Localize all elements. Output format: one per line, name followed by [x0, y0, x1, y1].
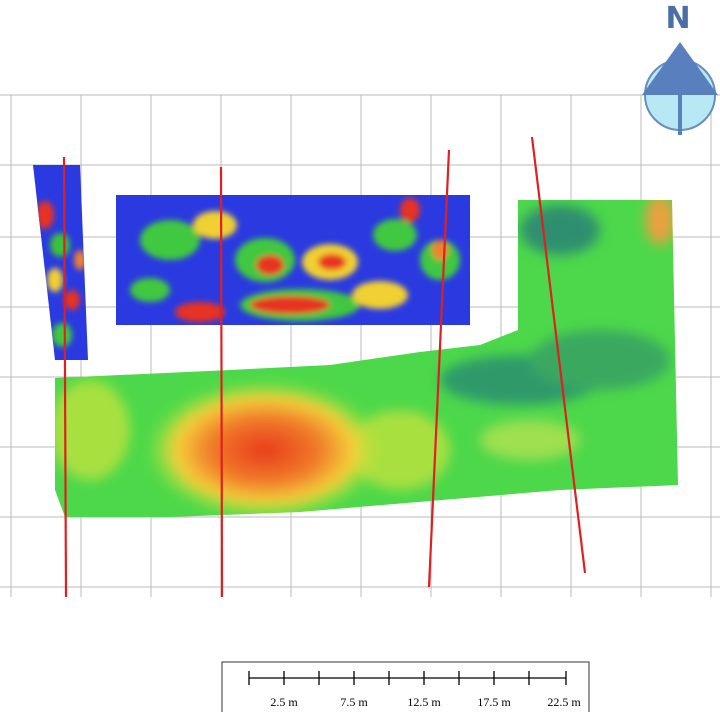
scale-label: 12.5 m [407, 695, 441, 709]
north-arrow: N [642, 1, 718, 135]
scale-label: 17.5 m [477, 695, 511, 709]
scale-bar: 2.5 m 7.5 m 12.5 m 17.5 m 22.5 m [221, 661, 590, 712]
scale-label: 7.5 m [340, 695, 368, 709]
survey-area-left [33, 165, 88, 360]
scale-label: 22.5 m [547, 695, 581, 709]
survey-area-middle [116, 195, 470, 325]
scale-label: 2.5 m [270, 695, 298, 709]
north-label: N [665, 1, 690, 36]
profile-lines [62, 136, 587, 598]
